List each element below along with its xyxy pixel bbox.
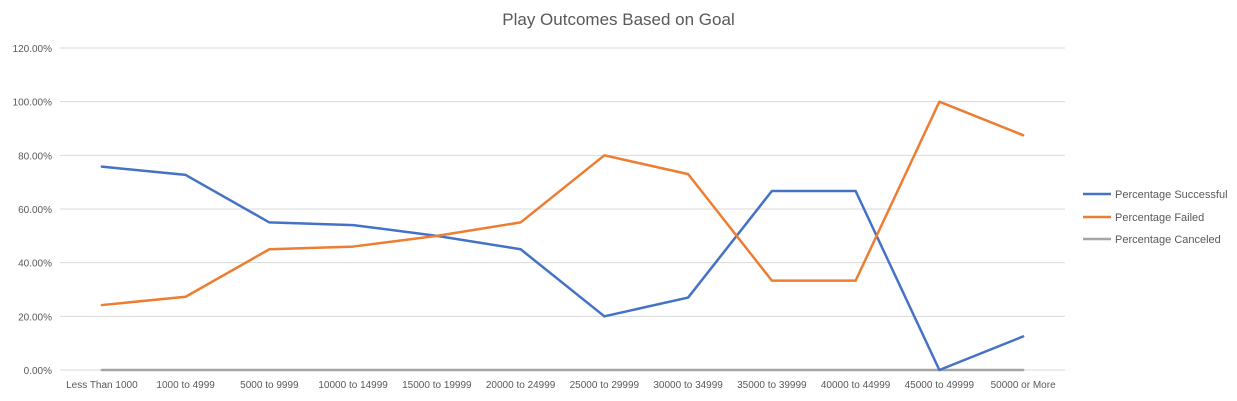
y-tick-label: 80.00%: [18, 151, 52, 162]
x-tick-label: 25000 to 29999: [570, 380, 640, 391]
y-tick-label: 120.00%: [13, 44, 53, 55]
legend-entry-0: Percentage Successful: [1115, 189, 1228, 201]
y-tick-label: 20.00%: [18, 312, 52, 323]
series-line-1: [100, 100, 1025, 307]
x-tick-label: Less Than 1000: [66, 380, 138, 391]
legend-entry-2: Percentage Canceled: [1115, 234, 1221, 246]
x-tick-label: 5000 to 9999: [240, 380, 299, 391]
x-tick-label: 45000 to 49999: [905, 380, 975, 391]
x-tick-label: 30000 to 34999: [653, 380, 723, 391]
y-tick-label: 100.00%: [13, 98, 53, 109]
y-tick-label: 0.00%: [24, 366, 52, 377]
y-tick-label: 40.00%: [18, 259, 52, 270]
series-line-0: [100, 165, 1025, 372]
x-tick-label: 20000 to 24999: [486, 380, 556, 391]
x-tick-label: 50000 or More: [991, 380, 1056, 391]
legend-entry-1: Percentage Failed: [1115, 212, 1204, 224]
y-tick-label: 60.00%: [18, 205, 52, 216]
x-tick-label: 35000 to 39999: [737, 380, 807, 391]
x-tick-label: 1000 to 4999: [156, 380, 215, 391]
x-tick-label: 10000 to 14999: [318, 380, 388, 391]
chart-title: Play Outcomes Based on Goal: [502, 10, 735, 29]
x-tick-label: 15000 to 19999: [402, 380, 472, 391]
x-tick-label: 40000 to 44999: [821, 380, 891, 391]
